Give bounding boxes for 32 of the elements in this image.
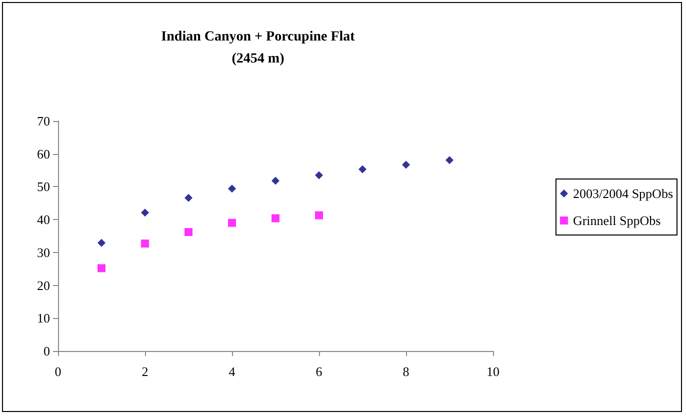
y-tick-label: 20 <box>37 278 50 293</box>
y-tick-label: 0 <box>44 344 50 358</box>
y-tick-label: 40 <box>37 212 50 228</box>
point <box>184 194 192 202</box>
x-tick-label: 10 <box>486 364 500 379</box>
y-tick-label: 30 <box>37 244 50 260</box>
y-tick-label: 50 <box>37 179 50 194</box>
y-tick-label: 10 <box>37 310 50 326</box>
point <box>358 165 366 174</box>
point <box>184 228 192 236</box>
y-tick-label: 70 <box>37 114 50 128</box>
x-tick-label: 2 <box>142 364 148 379</box>
point <box>315 171 323 180</box>
point <box>228 218 236 227</box>
x-tick-label: 6 <box>316 364 323 379</box>
point <box>141 240 149 248</box>
legend-label: 2003/2004 SppObs <box>572 186 674 201</box>
chart-title: Indian Canyon + Porcupine Flat (2454 m) <box>161 30 356 66</box>
point <box>402 160 410 169</box>
point <box>98 238 106 247</box>
point <box>141 208 149 217</box>
point <box>315 211 323 220</box>
x-tick-label: 0 <box>54 364 62 379</box>
point <box>446 156 454 164</box>
legend-label: Grinnell SppObs <box>572 213 661 228</box>
x-tick-label: 4 <box>228 364 236 379</box>
point <box>98 264 106 272</box>
point <box>272 214 280 222</box>
point <box>228 184 236 193</box>
y-tick-label: 60 <box>37 146 50 162</box>
point <box>272 176 280 185</box>
x-tick-label: 8 <box>402 364 410 379</box>
